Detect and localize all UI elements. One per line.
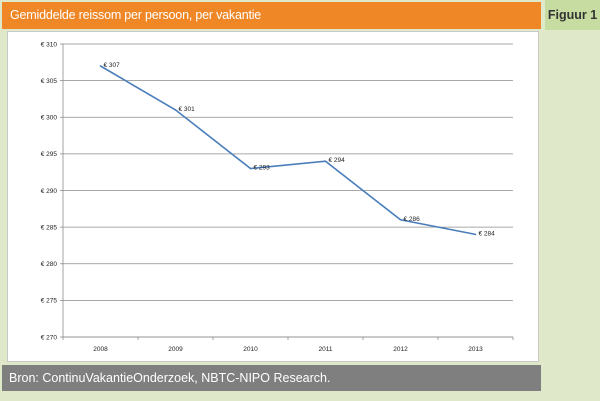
- x-tick-label: 2013: [468, 346, 483, 353]
- x-tick-label: 2009: [168, 346, 183, 353]
- y-tick-label: € 310: [41, 41, 58, 48]
- x-tick-label: 2010: [243, 346, 258, 353]
- data-point: [324, 160, 327, 162]
- data-point: [99, 65, 102, 67]
- data-point: [474, 233, 477, 236]
- data-label: € 293: [254, 165, 271, 172]
- y-tick-label: € 275: [41, 298, 58, 305]
- data-label: € 294: [329, 157, 346, 164]
- series-line: [100, 65, 476, 236]
- y-tick-label: € 285: [41, 224, 58, 231]
- data-point: [174, 109, 177, 111]
- line-chart: € 270 € 275 € 280 € 285 € 290 € 295 € 300 € 305…: [41, 41, 514, 353]
- data-point: [249, 167, 252, 170]
- data-point: [399, 219, 402, 221]
- data-label: € 284: [479, 230, 496, 237]
- chart-header: Gemiddelde reissom per persoon, per vaka…: [2, 2, 541, 29]
- y-tick-label: € 300: [41, 115, 58, 122]
- x-tick-label: 2012: [393, 346, 408, 353]
- y-tick-label: € 270: [41, 334, 58, 341]
- x-tick-label: 2011: [319, 346, 333, 353]
- data-label: € 301: [179, 106, 196, 113]
- source-footer: Bron: ContinuVakantieOnderzoek, NBTC-NIP…: [2, 365, 541, 391]
- y-tick-label: € 295: [41, 151, 58, 158]
- data-label: € 286: [404, 216, 421, 223]
- figure-panel: Gemiddelde reissom per persoon, per vaka…: [2, 2, 541, 391]
- figure-label: Figuur 1: [545, 0, 600, 30]
- y-tick-label: € 305: [41, 78, 58, 85]
- y-tick-label: € 280: [41, 261, 58, 268]
- x-tick-label: 2008: [93, 346, 108, 353]
- y-tick-label: € 290: [41, 188, 58, 195]
- chart-area: € 270 € 275 € 280 € 285 € 290 € 295 € 300 € 305…: [7, 31, 539, 362]
- data-label: € 307: [104, 62, 121, 69]
